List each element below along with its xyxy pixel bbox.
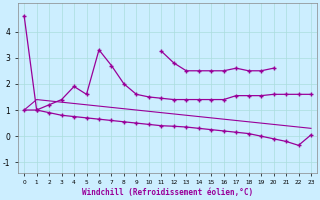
X-axis label: Windchill (Refroidissement éolien,°C): Windchill (Refroidissement éolien,°C) — [82, 188, 253, 197]
